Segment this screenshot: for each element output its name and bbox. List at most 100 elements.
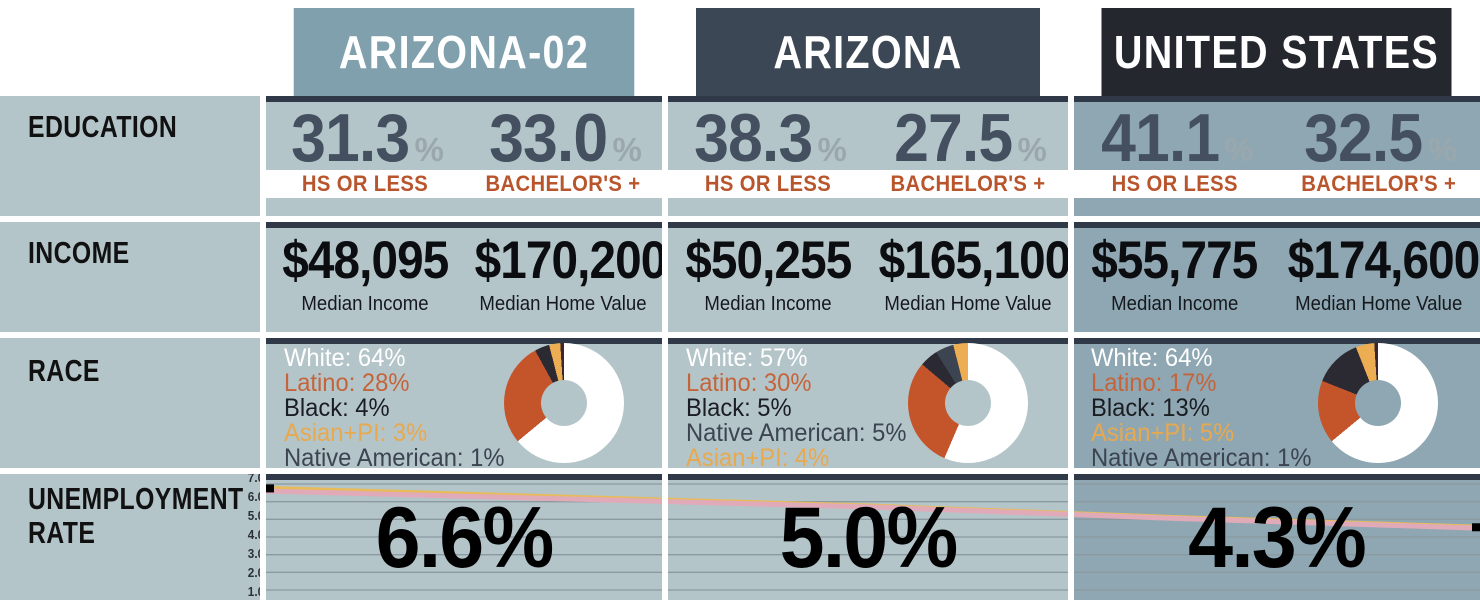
- education-label-strip-arizona-02: HS OR LESS BACHELOR'S +: [266, 170, 662, 198]
- median-home-value-united-states: $174,600: [1287, 231, 1480, 290]
- row-rule: [266, 96, 662, 102]
- race-legend-item: White: 64%: [1091, 344, 1213, 372]
- race-legend-item: Black: 13%: [1091, 394, 1210, 422]
- row-rule: [1073, 222, 1480, 228]
- median-income-united-states: $55,775: [1091, 231, 1259, 290]
- education-bachelors-value-arizona-02: 33.0: [489, 100, 608, 176]
- race-cell-arizona-02: White: 64% Latino: 28% Black: 4% Asian+PI: …: [266, 338, 662, 471]
- race-legend-item: Black: 4%: [284, 394, 390, 422]
- row-separator: [0, 468, 1480, 474]
- education-label-strip-united-states: HS OR LESS BACHELOR'S +: [1073, 170, 1480, 198]
- row-rule: [266, 338, 662, 344]
- education-label-strip-arizona: HS OR LESS BACHELOR'S +: [668, 170, 1068, 198]
- column-gutter: [662, 96, 668, 600]
- unemployment-rate-arizona-02: 6.6%: [375, 490, 555, 586]
- education-hs-label: HS OR LESS: [1111, 171, 1238, 196]
- education-cell-arizona-02: 31.3% 33.0% HS OR LESS BACHELOR'S +: [266, 96, 662, 216]
- race-donut-chart-united-states: [1318, 343, 1438, 463]
- race-legend-united-states: White: 64% Latino: 17% Black: 13% Asian+PI:…: [1091, 346, 1311, 471]
- unemployment-y-axis: 7.0 6.0 5.0 4.0 3.0 2.0 1.0: [232, 470, 266, 599]
- median-home-value-label: Median Home Value: [884, 293, 1052, 315]
- row-education: EDUCATION 31.3% 33.0% HS OR LESS BACHELO…: [0, 96, 1480, 216]
- median-home-value-arizona-02: $170,200: [474, 231, 668, 290]
- education-hs-value-united-states: 41.1: [1101, 100, 1220, 176]
- column-gutter: [260, 96, 266, 600]
- median-home-value-label: Median Home Value: [1294, 293, 1462, 315]
- donut-hole: [945, 380, 991, 426]
- race-legend-arizona-02: White: 64% Latino: 28% Black: 4% Asian+PI: …: [284, 346, 504, 471]
- race-legend-item: Asian+PI: 4%: [686, 444, 830, 472]
- race-legend-item: White: 57%: [686, 344, 808, 372]
- row-income: INCOME $48,095 Median Income $170,200 Me…: [0, 222, 1480, 332]
- percent-sign: %: [1427, 131, 1458, 168]
- education-bachelors-label: BACHELOR'S +: [485, 171, 641, 196]
- row-rule: [266, 474, 662, 480]
- income-cell-arizona: $50,255 Median Income $165,100 Median Ho…: [668, 222, 1072, 332]
- column-header-arizona: ARIZONA: [696, 8, 1040, 96]
- y-axis-tick: 6.0: [247, 489, 264, 504]
- race-legend-item: Native American: 1%: [284, 444, 505, 472]
- income-cell-bg-united-states: [1073, 222, 1480, 332]
- row-rule: [668, 338, 1068, 344]
- y-axis-tick: 3.0: [247, 546, 264, 561]
- y-axis-tick: 7.0: [247, 470, 264, 485]
- income-cell-bg-arizona: [668, 222, 1068, 332]
- median-income-arizona: $50,255: [684, 231, 852, 290]
- education-bachelors-value-arizona: 27.5: [894, 100, 1013, 176]
- income-cell-arizona-02: $48,095 Median Income $170,200 Median Ho…: [266, 222, 667, 332]
- column-header-arizona-02: ARIZONA-02: [293, 8, 635, 96]
- row-label-income: INCOME: [28, 235, 130, 270]
- header-corner-blank: [0, 0, 266, 96]
- race-legend-item: Black: 5%: [686, 394, 792, 422]
- median-income-label: Median Income: [1111, 293, 1239, 315]
- education-hs-label: HS OR LESS: [301, 171, 429, 196]
- row-rule: [266, 222, 662, 228]
- education-hs-label: HS OR LESS: [704, 171, 832, 196]
- row-separator: [0, 332, 1480, 338]
- median-home-value-label: Median Home Value: [479, 293, 647, 315]
- education-cell-arizona: 38.3% 27.5% HS OR LESS BACHELOR'S +: [668, 96, 1068, 216]
- row-label-unemployment: UNEMPLOYMENT RATE: [28, 481, 244, 550]
- median-income-label: Median Income: [301, 293, 429, 315]
- row-rule: [1073, 96, 1480, 102]
- donut-hole: [541, 380, 587, 426]
- race-legend-item: Native American: 5%: [686, 419, 907, 447]
- race-legend-item: White: 64%: [284, 344, 406, 372]
- education-cell-united-states: 41.1% 32.5% HS OR LESS BACHELOR'S +: [1073, 96, 1480, 216]
- race-legend-item: Latino: 28%: [284, 369, 410, 397]
- row-rule: [1073, 338, 1480, 344]
- percent-sign: %: [1224, 131, 1254, 168]
- income-cell-united-states: $55,775 Median Income $174,600 Median Ho…: [1073, 222, 1480, 332]
- education-bachelors-value-united-states: 32.5: [1304, 100, 1424, 176]
- race-donut-chart-arizona: [908, 343, 1028, 463]
- median-income-arizona-02: $48,095: [281, 231, 449, 290]
- row-label-race: RACE: [28, 353, 100, 388]
- y-axis-tick: 2.0: [247, 565, 264, 580]
- education-hs-value-arizona: 38.3: [694, 100, 813, 176]
- column-header-label: UNITED STATES: [1113, 26, 1440, 78]
- unemployment-rate-arizona: 5.0%: [779, 490, 959, 586]
- percent-sign: %: [1017, 131, 1047, 168]
- median-home-value-arizona: $165,100: [878, 231, 1072, 290]
- race-donut-chart-arizona-02: [504, 343, 624, 463]
- y-axis-tick: 5.0: [247, 508, 264, 523]
- race-legend-item: Asian+PI: 5%: [1091, 419, 1235, 447]
- race-cell-united-states: White: 64% Latino: 17% Black: 13% Asian+PI:…: [1073, 338, 1480, 471]
- education-hs-value-arizona-02: 31.3: [291, 100, 410, 176]
- race-legend-item: Latino: 17%: [1091, 369, 1217, 397]
- percent-sign: %: [414, 131, 444, 168]
- chart-endpoint-marker: [266, 484, 274, 493]
- y-axis-tick: 1.0: [247, 584, 264, 599]
- race-legend-item: Native American: 1%: [1091, 444, 1312, 472]
- y-axis-tick: 4.0: [247, 527, 264, 542]
- donut-hole: [1355, 380, 1401, 426]
- median-income-label: Median Income: [704, 293, 832, 315]
- unemployment-line-chart: [266, 478, 1480, 596]
- race-cell-arizona: White: 57% Latino: 30% Black: 5% Native Ame…: [668, 338, 1068, 472]
- education-bachelors-label: BACHELOR'S +: [1300, 171, 1456, 196]
- row-rule: [668, 96, 1068, 102]
- unemployment-chart-svg: [266, 483, 1480, 591]
- column-header-label: ARIZONA-02: [338, 26, 590, 78]
- row-race: RACE White: 64% Latino: 28% Black: 4% Asian…: [0, 338, 1480, 472]
